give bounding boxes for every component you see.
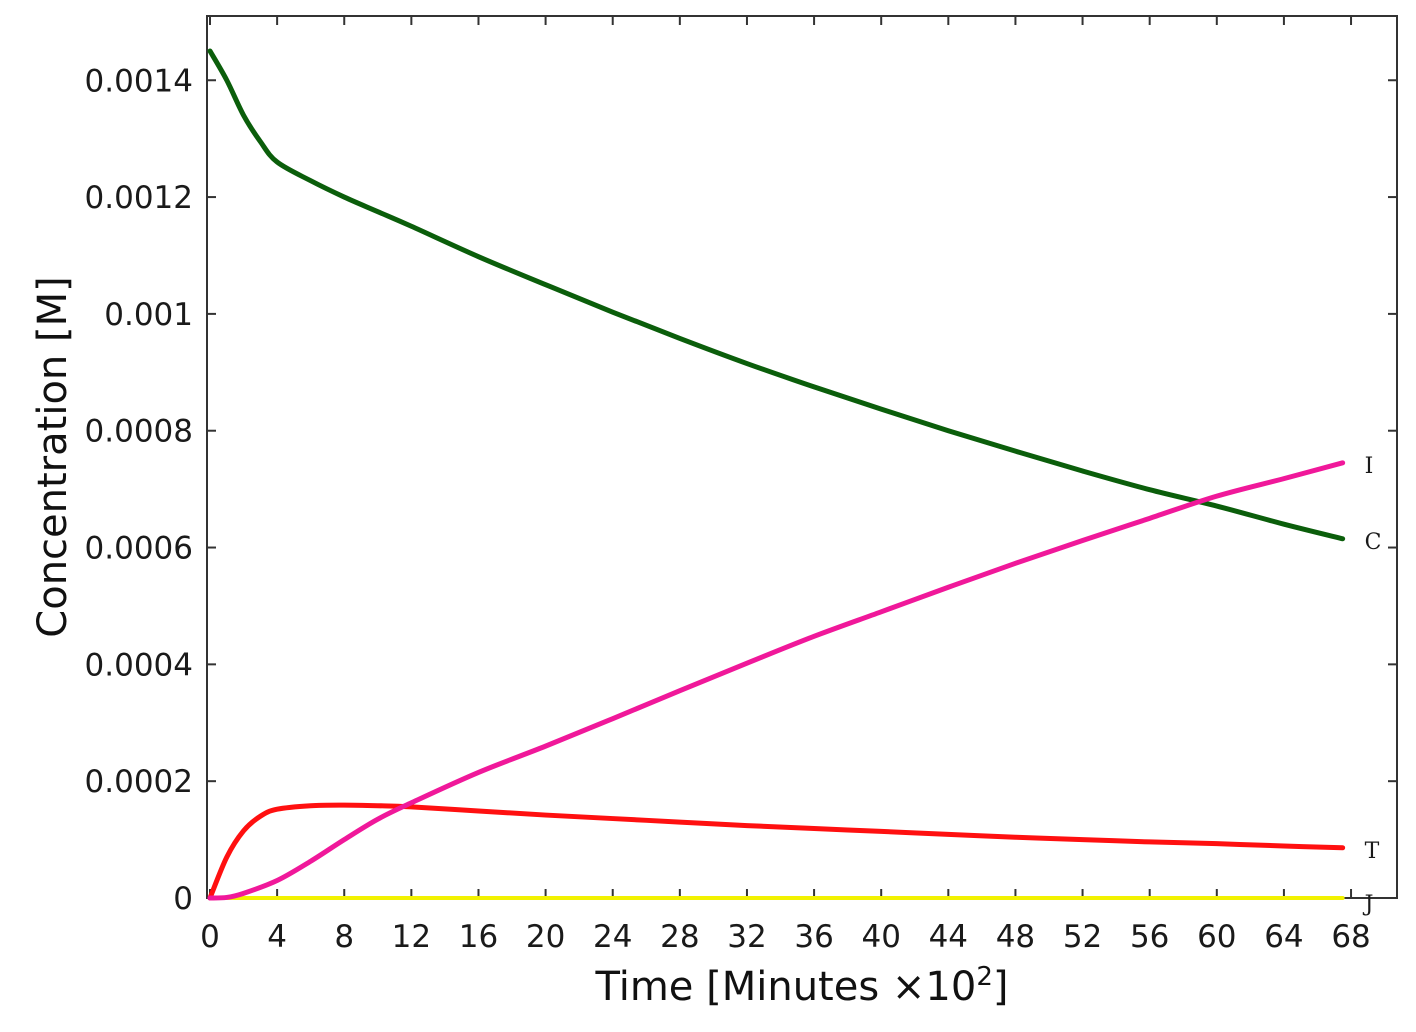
y-tick-label: 0.0006 [85, 531, 193, 567]
series-lines [207, 48, 1346, 901]
x-tick-label: 60 [1197, 919, 1236, 955]
y-tick-label: 0 [173, 881, 193, 917]
x-axis-title-suffix: ] [993, 964, 1009, 1010]
x-tick-label: 36 [794, 919, 833, 955]
series-t-label: T [1365, 839, 1380, 864]
x-tick-label: 44 [929, 919, 968, 955]
x-axis-title-superscript: 2 [976, 962, 993, 992]
x-tick-label: 12 [392, 919, 431, 955]
x-tick-label: 4 [267, 919, 287, 955]
series-i-label: I [1365, 454, 1374, 479]
x-tick-label: 48 [996, 919, 1035, 955]
series-t-line [207, 802, 1346, 901]
series-c-label: C [1365, 530, 1382, 555]
plot-frame [206, 15, 1398, 899]
x-tick-label: 68 [1331, 919, 1370, 955]
x-tick-label: 8 [334, 919, 354, 955]
x-tick-label: 52 [1063, 919, 1102, 955]
tick-marks [207, 16, 1397, 899]
x-tick-label: 64 [1264, 919, 1303, 955]
series-j-label: J [1363, 892, 1374, 917]
series-labels: J C T I [1363, 454, 1382, 917]
y-tick-label: 0.0012 [85, 180, 193, 216]
x-tick-label: 56 [1130, 919, 1169, 955]
x-tick-label: 20 [526, 919, 565, 955]
y-tick-label: 0.0014 [85, 63, 193, 99]
x-tick-label: 32 [727, 919, 766, 955]
y-tick-label: 0.0008 [85, 414, 193, 450]
x-axis-title-main: Time [Minutes ×10 [595, 964, 977, 1010]
x-tick-label: 0 [200, 919, 220, 955]
tick-labels: 0 4 8 12 16 20 24 28 32 36 40 44 48 52 56 60 64 6800.0002… [85, 63, 1371, 955]
y-tick-label: 0.0004 [85, 647, 193, 683]
series-i-line [207, 460, 1346, 901]
x-tick-label: 24 [593, 919, 632, 955]
x-axis-title: Time [Minutes ×102] [595, 962, 1009, 1010]
x-tick-label: 40 [861, 919, 900, 955]
x-tick-label: 16 [459, 919, 498, 955]
y-tick-label: 0.0002 [85, 764, 193, 800]
series-c-line [207, 48, 1346, 542]
x-tick-label: 28 [660, 919, 699, 955]
y-tick-label: 0.001 [104, 297, 193, 333]
y-axis-title: Concentration [M] [30, 276, 76, 637]
